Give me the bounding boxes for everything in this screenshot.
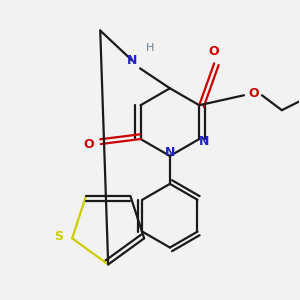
Text: N: N [127, 54, 137, 67]
Text: H: H [146, 44, 154, 53]
Text: O: O [249, 87, 259, 100]
Text: S: S [54, 230, 63, 243]
Text: N: N [199, 134, 209, 148]
Text: N: N [165, 146, 175, 160]
Text: O: O [83, 137, 94, 151]
Text: O: O [209, 45, 220, 58]
